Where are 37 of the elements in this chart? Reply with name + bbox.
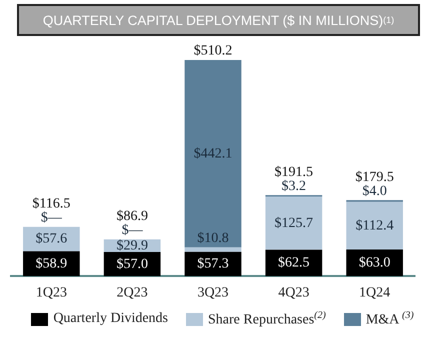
- total-label: $86.9: [116, 209, 148, 224]
- data-label: $63.0: [358, 256, 390, 271]
- data-label: $29.9: [116, 238, 148, 254]
- bar: [184, 60, 242, 248]
- bar: [265, 196, 322, 250]
- x-tick-label: 3Q23: [197, 285, 229, 300]
- x-tick-label: 2Q23: [116, 285, 148, 300]
- data-label: $57.6: [36, 232, 68, 247]
- bar: [23, 251, 80, 276]
- x-tick-label: 1Q23: [36, 285, 67, 300]
- data-label: $3.2: [282, 178, 306, 194]
- x-tick-label: 1Q24: [359, 285, 390, 300]
- bar: [104, 252, 161, 276]
- bar: [346, 202, 403, 250]
- data-label: $62.5: [278, 256, 310, 271]
- data-label: $—: [40, 210, 63, 226]
- data-label: $58.9: [36, 256, 68, 272]
- legend-label: Share Repurchases$^{(2)}$: [208, 310, 326, 329]
- data-label: $442.1: [194, 146, 232, 162]
- data-label: $4.0: [362, 184, 387, 199]
- total-label: $191.5: [274, 164, 314, 180]
- data-label: $—: [122, 223, 144, 238]
- data-label: $125.7: [274, 216, 314, 231]
- bar: [346, 250, 403, 276]
- legend-label: M&A $^{(3)}$: [366, 310, 414, 329]
- data-label: $57.0: [116, 256, 148, 272]
- total-label: $116.5: [32, 196, 70, 212]
- bar: [265, 250, 322, 276]
- data-label: $10.8: [197, 231, 229, 246]
- legend-label: Quarterly Dividends: [53, 311, 168, 328]
- data-label: $112.4: [356, 218, 394, 234]
- x-tick-label: 4Q23: [278, 285, 310, 300]
- total-label: $510.2: [194, 44, 232, 59]
- data-label: $57.3: [197, 256, 229, 272]
- total-label: $179.5: [355, 170, 394, 185]
- bar: [184, 252, 242, 276]
- bar: [184, 247, 242, 252]
